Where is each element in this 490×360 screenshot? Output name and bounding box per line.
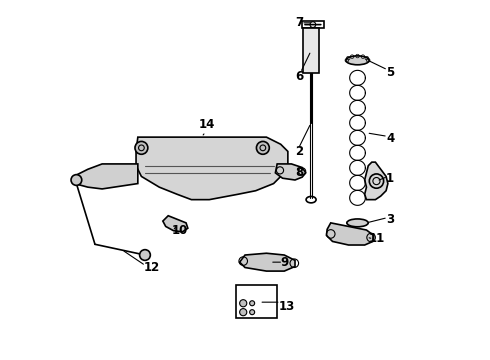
Circle shape: [249, 310, 255, 315]
Polygon shape: [75, 164, 138, 189]
Polygon shape: [136, 137, 288, 200]
Polygon shape: [240, 253, 295, 271]
Circle shape: [71, 175, 82, 185]
Bar: [236, 285, 277, 318]
Circle shape: [249, 301, 255, 306]
Text: 11: 11: [368, 233, 385, 246]
Text: 3: 3: [386, 213, 394, 226]
Text: 1: 1: [386, 172, 394, 185]
Text: 5: 5: [386, 66, 394, 79]
Circle shape: [140, 249, 150, 260]
Polygon shape: [365, 162, 388, 200]
Text: 2: 2: [295, 145, 303, 158]
Polygon shape: [326, 223, 373, 245]
Text: 9: 9: [281, 256, 289, 269]
Text: 14: 14: [198, 118, 215, 131]
Circle shape: [135, 141, 148, 154]
Text: 7: 7: [295, 16, 303, 29]
Polygon shape: [275, 164, 306, 180]
Text: 12: 12: [143, 261, 159, 274]
Bar: [303, 28, 319, 73]
Ellipse shape: [347, 219, 368, 227]
Text: 10: 10: [172, 224, 188, 237]
Circle shape: [256, 141, 270, 154]
Text: 13: 13: [279, 300, 295, 313]
Ellipse shape: [346, 56, 369, 65]
Circle shape: [240, 300, 247, 307]
Polygon shape: [163, 216, 188, 232]
Circle shape: [240, 309, 247, 316]
Text: 4: 4: [386, 132, 394, 145]
Text: 8: 8: [295, 166, 303, 179]
Text: 6: 6: [295, 70, 303, 83]
